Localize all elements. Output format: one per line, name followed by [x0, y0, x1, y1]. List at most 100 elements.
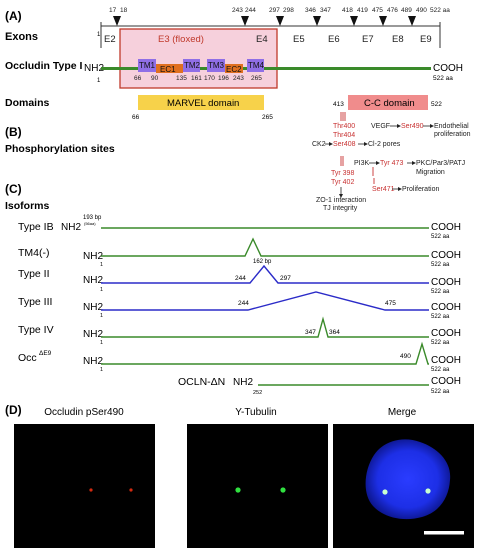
pi3k: PI3K [354, 160, 370, 167]
segment-labels: TM1 EC1 TM2 TM3 EC2 TM4 [139, 61, 265, 74]
tick-18: 18 [120, 7, 128, 14]
tick-476: 476 [387, 7, 398, 14]
isoform-iv-cooh: COOH [431, 328, 461, 339]
ser471: Ser471 [372, 186, 395, 193]
tm1 [138, 59, 156, 72]
marvel-domain [138, 95, 264, 110]
b243: 243 [233, 75, 244, 82]
aa-end-label: 522 aa [430, 7, 450, 14]
isoform-ocln-len: 522 aa [431, 389, 450, 395]
exon-arrow-490 [408, 16, 416, 26]
occludin-backbone [101, 67, 431, 70]
isoform-ib-bp: 193 bp [83, 215, 102, 221]
isoform-iv-m347: 347 [305, 329, 316, 336]
micro-title-3: Merge [388, 407, 417, 418]
exon-arrow-244 [241, 16, 249, 26]
ec2 [225, 64, 243, 73]
isoform-occ-cooh: COOH [431, 355, 461, 366]
green-spot-2 [280, 487, 286, 493]
exon-arrow-419 [350, 16, 358, 26]
tick-489: 489 [401, 7, 412, 14]
exon-arrow-18 [113, 16, 121, 26]
tick-298: 298 [283, 7, 294, 14]
exon-arrowheads [113, 16, 416, 26]
occludin-cooh: COOH [433, 63, 463, 74]
isoform-ocln-name: OCLN-ΔN [178, 376, 225, 388]
occludin-nh2: NH2 [84, 63, 104, 74]
occludin-type1-label: Occludin Type I [5, 60, 82, 72]
exon-arrow-476 [379, 16, 387, 26]
isoform-iv-m364: 364 [329, 329, 340, 336]
isoform-iii-m244: 244 [238, 300, 249, 307]
thr400: Thr400 [333, 123, 355, 130]
tick-297: 297 [269, 7, 280, 14]
cc-start: 413 [333, 101, 344, 108]
tick-490: 490 [416, 7, 427, 14]
isoform-ocln-cooh: COOH [431, 376, 461, 387]
endo1: Endothelial [434, 123, 469, 130]
pkc: PKC/Par3/PATJ [416, 160, 465, 167]
tick-418: 418 [342, 7, 353, 14]
tm4-label: TM4 [248, 61, 265, 70]
exon-e3: E3 (floxed) [158, 34, 204, 45]
isoform-iii-name: Type III [18, 296, 52, 308]
tyr402: Tyr 402 [331, 179, 354, 186]
b196: 196 [218, 75, 229, 82]
ser490: Ser490 [401, 123, 424, 130]
isoform-ib-nh2: NH2 [61, 222, 81, 233]
isoform-occ-len: 522 aa [431, 367, 450, 373]
isoforms-label: Isoforms [5, 200, 50, 212]
tick-243: 243 [232, 7, 243, 14]
isoform-occ-m490: 490 [400, 353, 411, 360]
isoform-ocln-start: 252 [253, 390, 262, 396]
boundary-labels: 66 90 135 161 170 196 243 265 [134, 75, 262, 82]
isoform-occ-name: Occ [18, 352, 37, 364]
exon-e9: E9 [420, 34, 432, 45]
dapi-nucleus [365, 439, 451, 520]
exon-arrow-347 [313, 16, 321, 26]
isoform-iii-start: 1 [100, 313, 103, 319]
phospho-label: Phosphorylation sites [5, 143, 115, 155]
micro-title-2: Y-Tubulin [235, 407, 277, 418]
exon-e8: E8 [392, 34, 404, 45]
isoform-iv-len: 522 aa [431, 340, 450, 346]
red-spot-2 [129, 488, 133, 492]
vegf: VEGF [371, 123, 390, 130]
isoform-tm4-start: 1 [100, 262, 103, 268]
cl2: Cl-2 pores [368, 141, 401, 148]
cc-domain [348, 95, 428, 110]
isoform-iii-line [101, 291, 429, 311]
tyr398: Tyr 398 [331, 170, 354, 177]
phospho-ticks [340, 112, 375, 184]
phospho-arrows [325, 124, 434, 198]
tick-475: 475 [372, 7, 383, 14]
endo2: proliferation [434, 131, 471, 138]
isoform-occ-start: 1 [100, 367, 103, 373]
phospho-labels: Thr400 Thr404 VEGF Ser490 Endothelial pr… [312, 123, 471, 212]
micro-panel-pser490 [14, 424, 155, 548]
exons-label: Exons [5, 31, 38, 43]
isoform-tm4-nh2: NH2 [83, 251, 103, 262]
isoform-ib-cooh: COOH [431, 222, 461, 233]
b66: 66 [134, 75, 142, 82]
migration: Migration [416, 169, 445, 176]
panel-a-label: (A) [5, 9, 22, 23]
isoform-ii-cooh: COOH [431, 277, 461, 288]
isoform-ii-name: Type II [18, 268, 50, 280]
isoform-ii-m297: 297 [280, 275, 291, 282]
isoform-iv-nh2: NH2 [83, 329, 103, 340]
isoform-ib-name: Type IB [18, 221, 54, 233]
b135: 135 [176, 75, 187, 82]
marvel-end: 265 [262, 114, 273, 121]
exon-e4: E4 [256, 34, 268, 45]
exon-ticks: 17 18 243 244 297 298 346 347 418 419 47… [109, 7, 450, 14]
isoform-iii-cooh: COOH [431, 302, 461, 313]
isoform-ocln-nh2: NH2 [233, 377, 253, 388]
isoform-ii-start: 1 [100, 287, 103, 293]
tm3-label: TM3 [208, 61, 225, 70]
ec1 [156, 64, 183, 73]
micro-title-1: Occludin pSer490 [44, 407, 124, 418]
exon-e6: E6 [328, 34, 340, 45]
scale-bar [424, 531, 464, 535]
isoform-iii-m475: 475 [385, 300, 396, 307]
